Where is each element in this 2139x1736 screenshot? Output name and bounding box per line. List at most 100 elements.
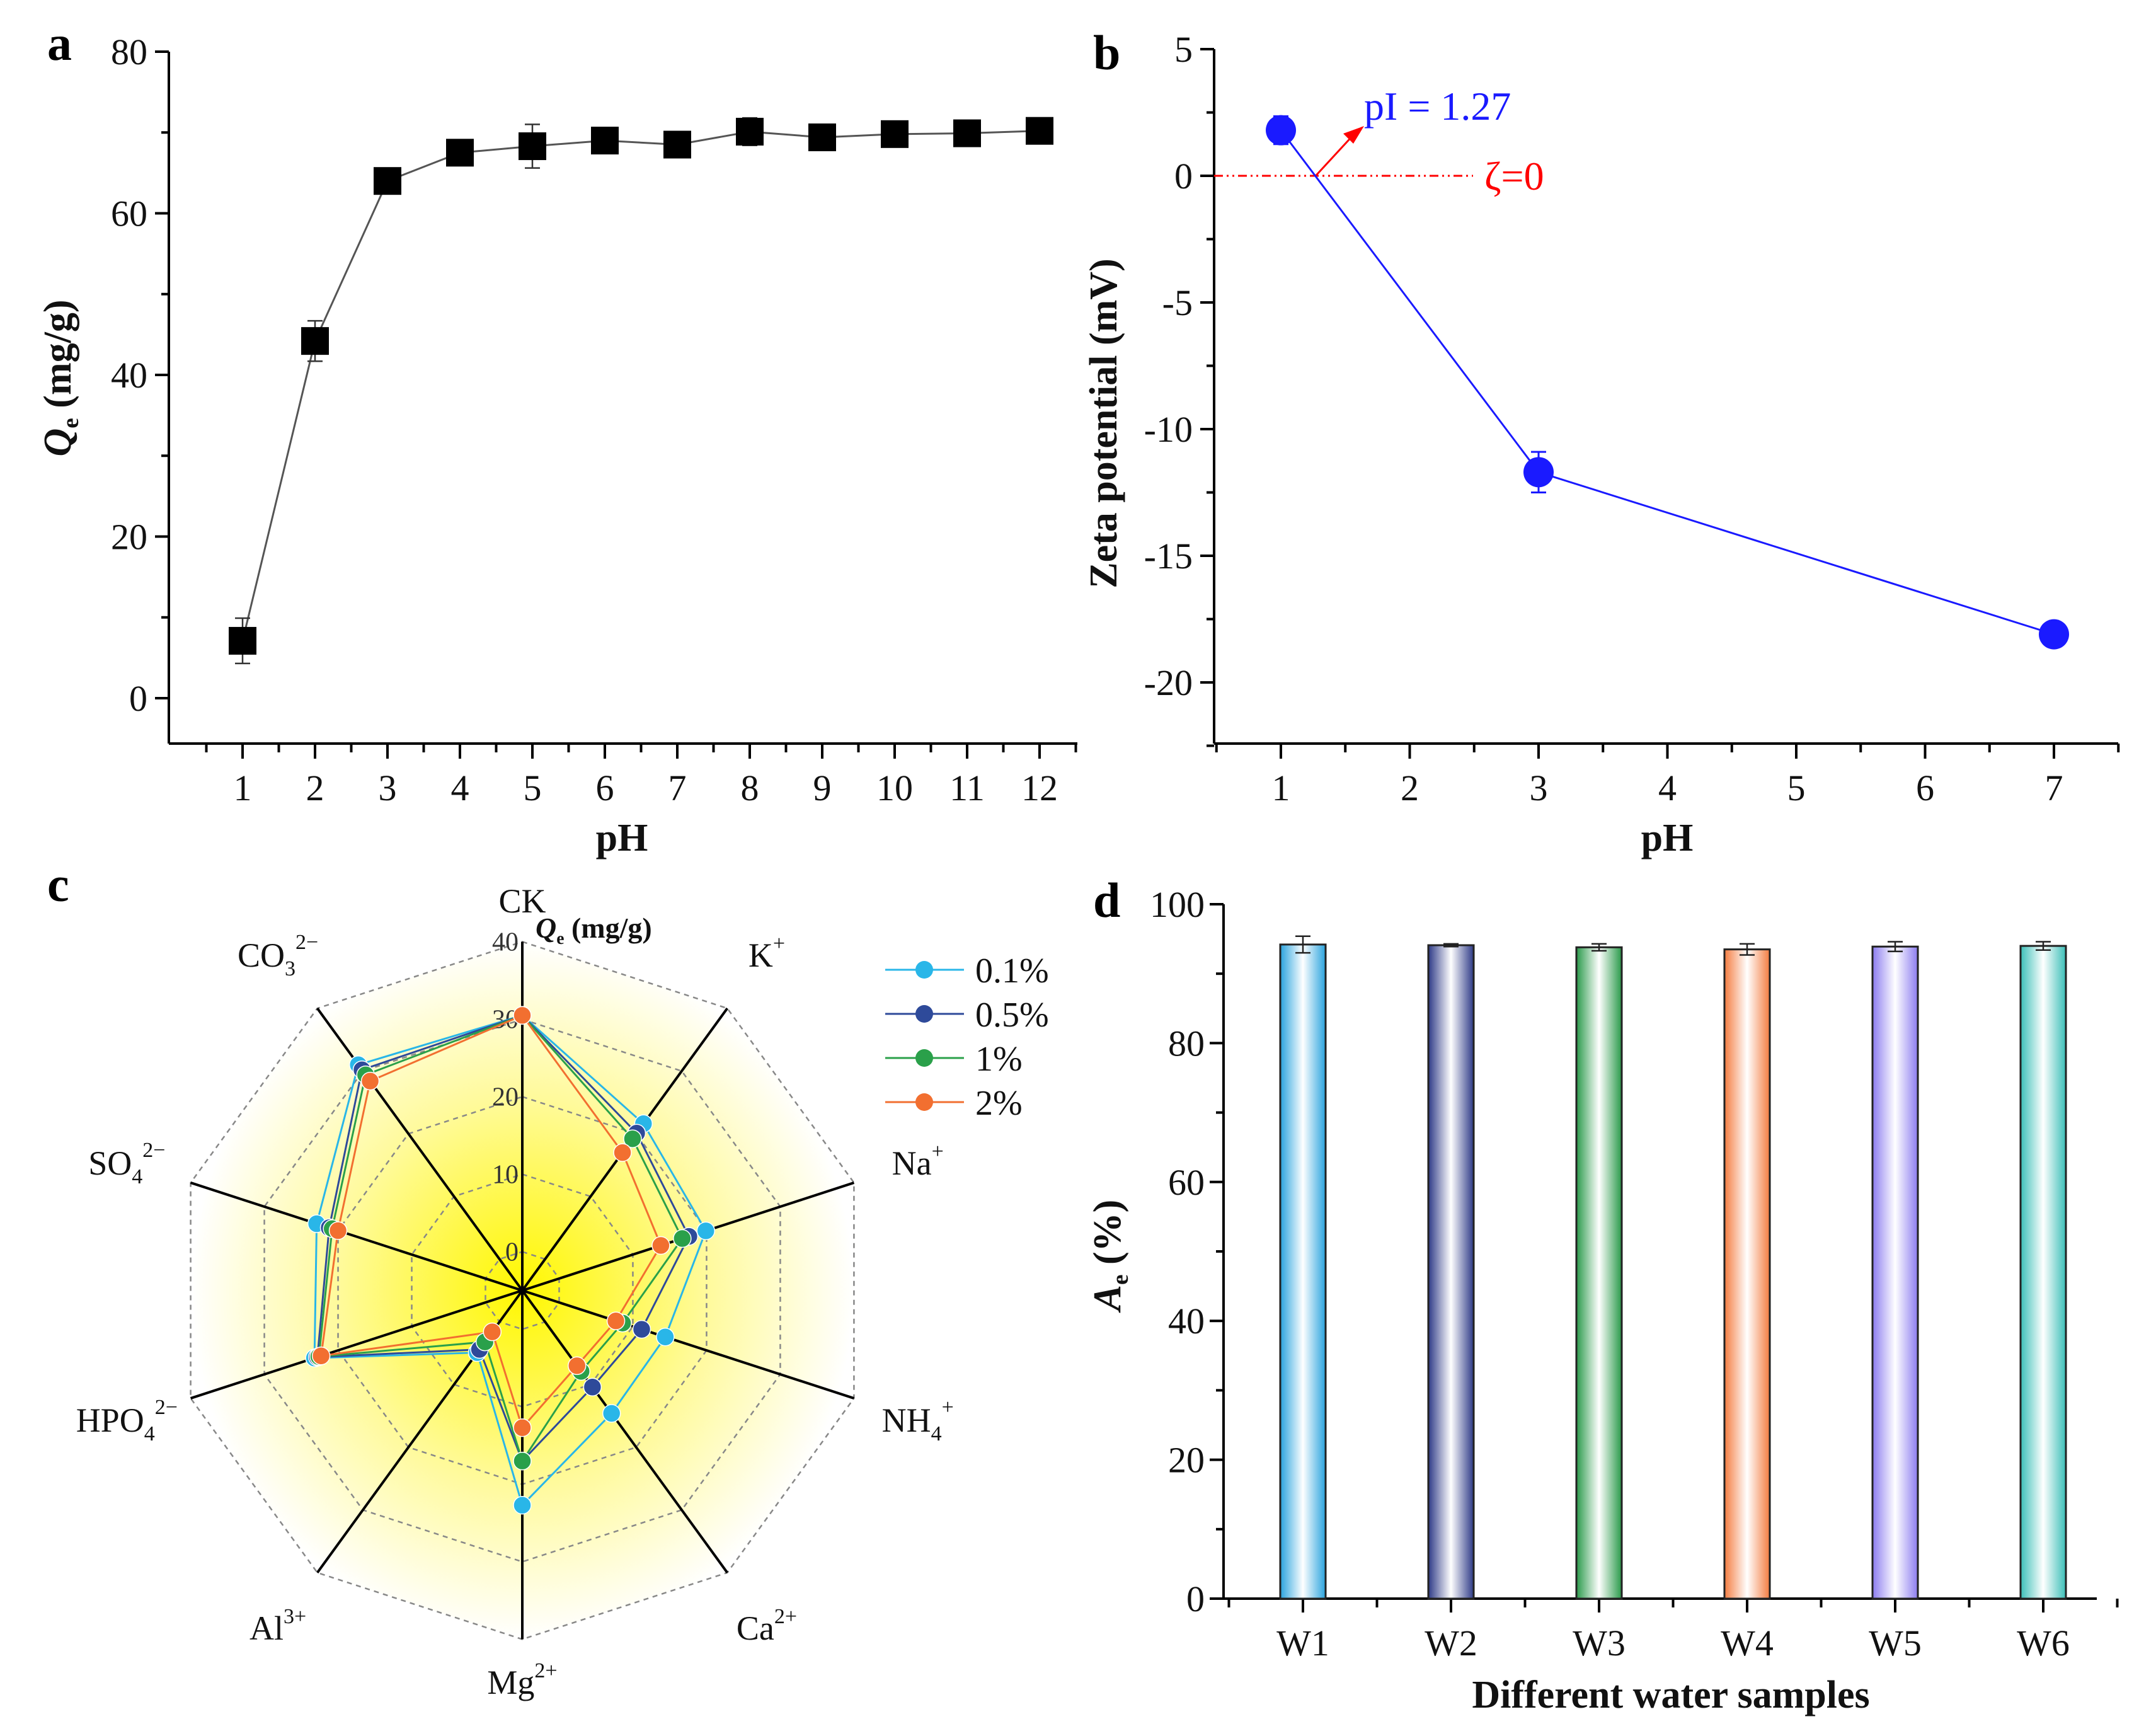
legend-label: 0.1% — [975, 951, 1049, 991]
pi-arrow-head — [1343, 126, 1364, 144]
x-tick-label: 4 — [451, 767, 469, 808]
y-tick-label: 0 — [1174, 156, 1193, 197]
radar-point — [632, 1319, 651, 1339]
x-tick-label: 6 — [1916, 767, 1934, 808]
radar-axis-label: Al3+ — [249, 1605, 306, 1647]
ion-superscript: 2− — [155, 1396, 178, 1419]
label-subscript: e — [556, 928, 564, 948]
x-tick-label: W3 — [1573, 1623, 1626, 1664]
y-tick-label: -5 — [1162, 282, 1193, 323]
chart-d-water-samples: 0 20 40 60 80 100 W1 W2 W3 W4 W5 W6 Different water … — [1086, 884, 2119, 1716]
ion-superscript: 2+ — [774, 1605, 797, 1628]
radar-point — [613, 1143, 632, 1162]
x-tick-label: 1 — [1272, 767, 1290, 808]
ion-subscript: 4 — [132, 1165, 142, 1188]
bar — [1575, 946, 1623, 1600]
data-point — [2039, 619, 2069, 650]
ion-superscript: + — [773, 932, 785, 955]
data-point — [229, 626, 256, 655]
data-point — [374, 167, 401, 195]
ion-name: Al — [249, 1609, 284, 1647]
legend-item: 2% — [885, 1084, 1023, 1123]
x-tick-label: 2 — [306, 767, 324, 808]
radar-axis-label: HPO42− — [76, 1396, 178, 1446]
radar-axis — [521, 1289, 728, 1573]
radar-point — [673, 1229, 692, 1248]
radar-point — [583, 1377, 602, 1396]
bar — [1871, 945, 1919, 1600]
y-tick-label: 60 — [1168, 1162, 1205, 1203]
radar-point — [328, 1221, 348, 1240]
x-tick-label: W4 — [1721, 1623, 1774, 1664]
x-tick-label: 7 — [668, 767, 687, 808]
panel-label-c: c — [47, 857, 69, 912]
radar-point — [568, 1356, 587, 1376]
radar-point — [513, 1418, 532, 1437]
ion-superscript: + — [942, 1396, 954, 1419]
radar-point — [360, 1071, 380, 1091]
x-tick-label: 6 — [596, 767, 614, 808]
x-tick-label: 5 — [1787, 767, 1806, 808]
series-line — [1280, 129, 2055, 636]
radar-axis — [190, 1289, 523, 1400]
legend-marker — [915, 1049, 933, 1067]
ion-name: NH — [882, 1401, 931, 1439]
radar-axis-label: Na+ — [892, 1140, 944, 1182]
ion-name: Ca — [737, 1609, 774, 1647]
y-tick-label: 20 — [111, 517, 147, 558]
legend-label: 1% — [975, 1040, 1023, 1079]
ion-superscript: 3+ — [284, 1605, 306, 1628]
x-tick-label: 2 — [1401, 767, 1419, 808]
radar-unit-label: Qe (mg/g) — [536, 912, 652, 948]
y-tick-label: -20 — [1144, 662, 1193, 703]
panel-label-a: a — [47, 16, 72, 71]
zeta-zero-label: ζ=0 — [1484, 154, 1544, 198]
x-axis-label: pH — [1641, 817, 1694, 859]
legend-label: 0.5% — [975, 996, 1049, 1035]
y-axis-label: Zeta potential (mV) — [1082, 258, 1125, 588]
radar-axis-label: NH4+ — [882, 1396, 954, 1446]
x-tick-label: 3 — [1530, 767, 1548, 808]
data-point — [808, 123, 836, 151]
x-tick-label: W6 — [2017, 1623, 2070, 1664]
chart-b-zeta-potential: 5 0 -5 -10 -15 -20 1 2 3 4 5 6 7 pH Zeta potential (mV… — [1082, 29, 2120, 859]
x-tick-label: W2 — [1425, 1623, 1477, 1664]
ion-subscript: 4 — [144, 1422, 155, 1446]
label-unit: (mg/g) — [37, 300, 79, 418]
legend-item: 0.1% — [885, 951, 1049, 991]
bar — [1279, 943, 1327, 1600]
y-tick-label: 20 — [1168, 1440, 1205, 1481]
ion-name: Na — [892, 1144, 932, 1182]
radar-point — [696, 1221, 716, 1241]
radar-axis-label: CO32− — [238, 931, 318, 980]
label-symbol: Q — [536, 912, 556, 944]
radar-axis-label: CK — [498, 882, 546, 920]
ion-name: Mg — [487, 1664, 534, 1701]
radar-axis — [190, 1181, 523, 1292]
x-tick-label: 4 — [1658, 767, 1677, 808]
data-point — [881, 120, 909, 148]
radar-axis — [316, 1008, 524, 1292]
label-symbol: Q — [37, 428, 79, 457]
ion-name: CK — [498, 882, 546, 920]
radar-point — [656, 1327, 675, 1347]
x-tick-label: 12 — [1021, 767, 1058, 808]
ion-name: CO — [238, 936, 285, 974]
x-tick-label: 9 — [813, 767, 832, 808]
radar-point — [513, 1451, 532, 1471]
ion-name: HPO — [76, 1401, 144, 1439]
ion-superscript: + — [932, 1140, 944, 1163]
radar-axis-label: SO42− — [88, 1139, 165, 1188]
ion-name: SO — [88, 1144, 132, 1182]
legend-marker — [915, 1005, 933, 1023]
x-tick-label: 8 — [741, 767, 759, 808]
y-tick-label: 80 — [1168, 1023, 1205, 1064]
radar-point — [602, 1404, 621, 1423]
data-point — [1266, 115, 1296, 146]
radar-point — [311, 1347, 331, 1365]
data-point — [519, 132, 546, 161]
ion-subscript: 3 — [285, 957, 295, 980]
label-unit: (%) — [1086, 1200, 1129, 1275]
